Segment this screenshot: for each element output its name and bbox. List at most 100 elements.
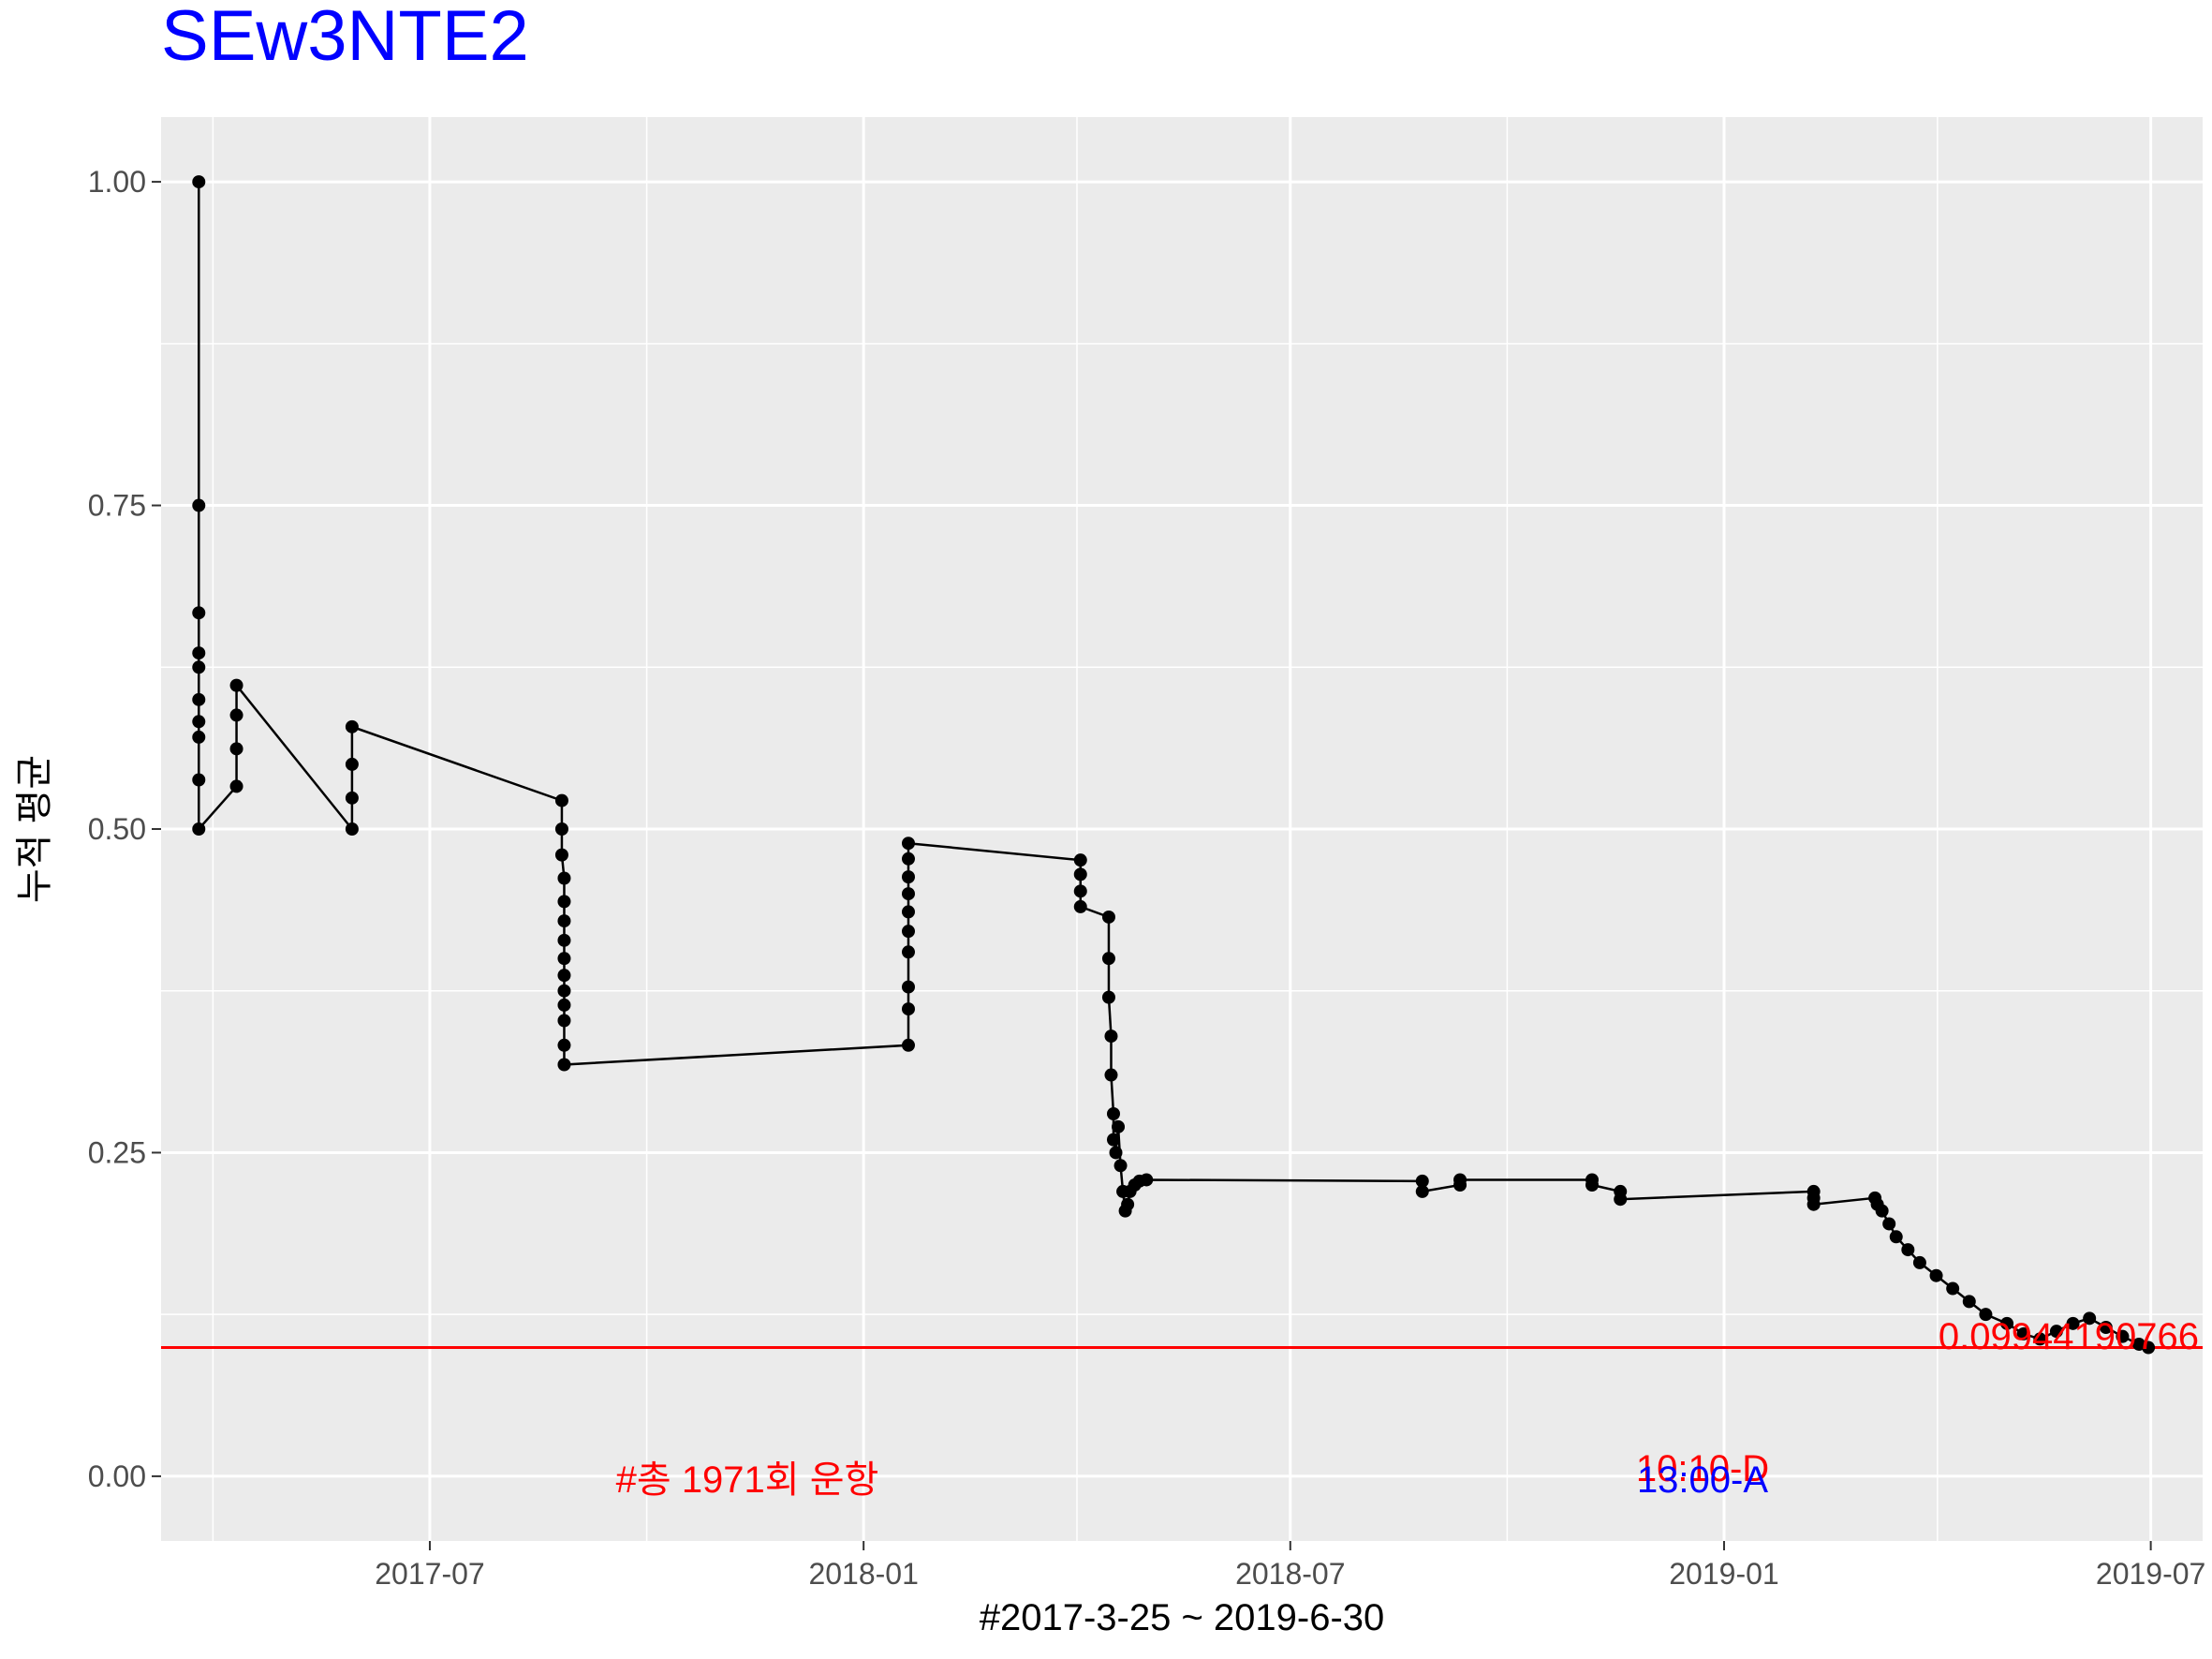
data-point	[1073, 884, 1087, 898]
data-point	[192, 692, 206, 706]
data-point	[1614, 1192, 1628, 1207]
data-point	[229, 678, 243, 692]
x-tick-label: 2019-01	[1669, 1557, 1778, 1591]
data-point	[1101, 990, 1115, 1004]
data-point	[1106, 1133, 1120, 1147]
data-point	[554, 848, 568, 862]
arrival-time-annotation: 13:00-A	[1637, 1459, 1768, 1501]
data-point	[1912, 1255, 1926, 1269]
data-point	[2083, 1311, 2097, 1326]
y-tick-label: 0.25	[88, 1135, 146, 1169]
data-point	[554, 793, 568, 807]
y-axis-title: 누적 평균	[14, 755, 55, 903]
data-point	[1101, 952, 1115, 966]
data-point	[901, 980, 915, 994]
data-point	[1929, 1268, 1943, 1282]
y-tick-label: 0.50	[88, 812, 146, 846]
data-point	[1946, 1281, 1960, 1296]
x-tick-label: 2018-07	[1235, 1557, 1345, 1591]
data-point	[1415, 1184, 1429, 1198]
data-point	[2049, 1325, 2063, 1339]
departure-time-annotation: 10:10-D	[1636, 1448, 1769, 1489]
data-point	[192, 175, 206, 189]
data-point	[901, 852, 915, 866]
data-point	[345, 757, 359, 771]
y-tick-label: 1.00	[88, 165, 146, 199]
data-point	[192, 660, 206, 674]
data-point	[901, 945, 915, 959]
data-point	[192, 715, 206, 729]
data-point	[1415, 1174, 1429, 1188]
data-point	[229, 742, 243, 756]
data-point	[554, 822, 568, 836]
data-point	[901, 837, 915, 851]
y-tick-label: 0.75	[88, 489, 146, 523]
data-point	[1806, 1197, 1821, 1211]
data-point	[2000, 1316, 2014, 1330]
data-point	[2033, 1332, 2047, 1346]
data-point	[1453, 1173, 1467, 1187]
data-point	[1979, 1308, 1993, 1322]
data-point	[1140, 1173, 1154, 1187]
data-point	[229, 708, 243, 722]
data-point	[1875, 1204, 1889, 1218]
data-point	[1585, 1178, 1600, 1192]
data-point	[1106, 1107, 1120, 1120]
data-point	[345, 822, 359, 836]
data-point	[1962, 1295, 1976, 1309]
data-point	[1104, 1029, 1118, 1044]
points-layer	[192, 175, 2156, 1355]
data-point	[557, 895, 571, 909]
data-point	[557, 984, 571, 998]
data-point	[192, 498, 206, 512]
data-point	[1901, 1243, 1915, 1257]
data-point	[2142, 1341, 2156, 1355]
data-point	[192, 606, 206, 620]
data-point	[901, 870, 915, 884]
data-point	[192, 773, 206, 787]
total-flights-annotation: #총 1971회 운항	[616, 1459, 879, 1501]
data-point	[557, 969, 571, 983]
data-point	[2066, 1316, 2080, 1330]
hline-label: 0.09944190766	[1939, 1316, 2199, 1357]
data-point	[1882, 1217, 1896, 1231]
data-point	[1112, 1119, 1126, 1133]
axes: 0.00 0.25 0.50 0.75 1.00 2017-07 2018-01 2018-0…	[88, 165, 2206, 1591]
x-tick-label: 2018-01	[808, 1557, 918, 1591]
data-point	[1104, 1068, 1118, 1082]
data-point	[1101, 910, 1115, 924]
data-point	[901, 925, 915, 939]
data-point	[557, 1014, 571, 1028]
data-point	[1073, 899, 1087, 913]
data-point	[1113, 1159, 1128, 1173]
data-point	[192, 646, 206, 660]
data-point	[557, 914, 571, 928]
data-point	[557, 952, 571, 966]
data-point	[345, 719, 359, 733]
data-point	[557, 933, 571, 947]
data-point	[1121, 1197, 1135, 1211]
data-point	[901, 887, 915, 901]
x-axis-title: #2017-3-25 ~ 2019-6-30	[980, 1597, 1385, 1638]
data-point	[557, 1058, 571, 1072]
y-tick-label: 0.00	[88, 1459, 146, 1493]
data-point	[192, 730, 206, 744]
data-point	[1889, 1230, 1903, 1244]
data-point	[557, 998, 571, 1012]
data-point	[1109, 1146, 1123, 1160]
data-point	[192, 822, 206, 836]
grid-major	[161, 117, 2203, 1541]
data-point	[2116, 1329, 2130, 1343]
data-point	[229, 779, 243, 793]
data-point	[901, 1038, 915, 1052]
data-point	[557, 871, 571, 885]
data-point	[901, 905, 915, 919]
data-point	[1073, 853, 1087, 867]
data-point	[901, 1002, 915, 1016]
data-point	[2016, 1326, 2030, 1341]
data-point	[2099, 1321, 2113, 1334]
x-tick-label: 2019-07	[2096, 1557, 2205, 1591]
data-point	[1073, 867, 1087, 881]
chart-title: SEw3NTE2	[161, 0, 529, 76]
